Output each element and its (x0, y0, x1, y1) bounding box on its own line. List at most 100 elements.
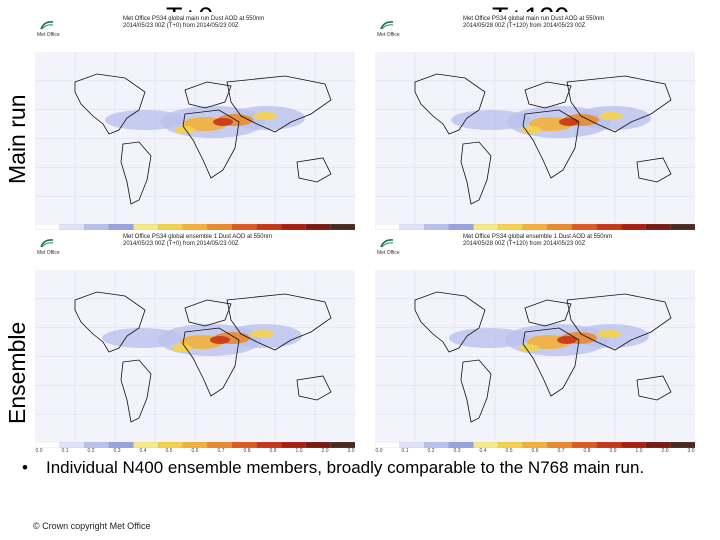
colorbar-swatch (670, 442, 695, 448)
copyright-footer: © Crown copyright Met Office (33, 521, 151, 531)
colorbar-tick-label: 0.7 (217, 448, 225, 454)
met-office-logo: Met Office (37, 20, 60, 44)
dust-aod-map (375, 52, 695, 225)
colorbar-tick-label: 0.1 (61, 448, 69, 454)
dust-aod-map (375, 270, 695, 443)
map-panel-main-t0: Met Office Met Office PS34 global main r… (35, 12, 355, 236)
colorbar-tick-label: 0.0 (375, 448, 383, 454)
coastline (522, 327, 580, 397)
coastline (524, 299, 572, 327)
dust-plume-high (597, 330, 621, 338)
coastline (226, 75, 332, 133)
panel-caption: Met Office PS34 global ensemble 1 Dust A… (463, 234, 693, 248)
dust-plume-low (105, 110, 185, 130)
coastline (566, 293, 672, 351)
colorbar-tick-label: 2.0 (321, 448, 329, 454)
coastline (636, 375, 672, 401)
coastline (522, 109, 580, 179)
colorbar (35, 442, 355, 448)
colorbar-tick-label: 0.5 (505, 448, 513, 454)
dust-aod-map (35, 270, 355, 443)
colorbar-tick-label: 0.6 (531, 448, 539, 454)
row-label-ensemble: Ensemble (4, 321, 30, 424)
met-office-logo-icon (380, 21, 394, 30)
panel-header: Met Office Met Office PS34 global main r… (375, 12, 695, 52)
colorbar-tick-label: 2.0 (661, 448, 669, 454)
colorbar-tick-label: 1.0 (295, 448, 303, 454)
panel-caption: Met Office PS34 global main run Dust AOD… (463, 16, 693, 30)
caption-line2: 2014/05/28 00Z (T+120) from 2014/05/23 0… (463, 23, 586, 29)
colorbar-tick-label: 3.0 (687, 448, 695, 454)
colorbar-tick-label: 0.9 (269, 448, 277, 454)
colorbar-tick-label: 0.5 (165, 448, 173, 454)
coastline (524, 81, 572, 109)
dust-plume-high (250, 330, 274, 338)
met-office-logo: Met Office (377, 238, 400, 262)
dust-plume-high (521, 126, 541, 134)
coastline (296, 157, 332, 183)
colorbar-ticks: 0.0 0.1 0.2 0.3 0.4 0.5 0.6 0.7 0.8 0.9 1.0 2.0 3.0 (35, 448, 355, 454)
coastline (182, 109, 240, 179)
coastline (120, 359, 152, 423)
map-panel-main-t120: Met Office Met Office PS34 global main r… (375, 12, 695, 236)
dust-plume-low (102, 328, 182, 348)
panel-header: Met Office Met Office PS34 global ensemb… (375, 230, 695, 270)
dust-plume-low (451, 110, 531, 130)
met-office-logo-icon (380, 239, 394, 248)
colorbar-tick-label: 0.7 (557, 448, 565, 454)
colorbar-swatch (330, 224, 355, 230)
map-panel-ensemble-t120: Met Office Met Office PS34 global ensemb… (375, 230, 695, 454)
colorbar-tick-label: 0.8 (243, 448, 251, 454)
colorbar-tick-label: 3.0 (347, 448, 355, 454)
coastline (566, 75, 672, 133)
coastline (296, 375, 332, 401)
bullet-symbol: • (22, 458, 28, 477)
dust-plume-high (210, 336, 230, 344)
colorbar-tick-label: 0.4 (139, 448, 147, 454)
coastline (636, 157, 672, 183)
colorbar-tick-label: 0.2 (87, 448, 95, 454)
bullet-text: Individual N400 ensemble members, broadl… (46, 458, 645, 477)
colorbar-tick-label: 0.0 (35, 448, 43, 454)
dust-plume-high (253, 112, 277, 120)
dust-aod-map (35, 52, 355, 225)
coastline (414, 291, 486, 353)
met-office-logo-icon (40, 21, 54, 30)
colorbar-ticks: 0.0 0.1 0.2 0.3 0.4 0.5 0.6 0.7 0.8 0.9 1.0 2.0 3.0 (375, 448, 695, 454)
colorbar-tick-label: 0.1 (401, 448, 409, 454)
colorbar (35, 224, 355, 230)
dust-plume-high (172, 344, 192, 352)
colorbar-tick-label: 0.2 (427, 448, 435, 454)
colorbar (375, 442, 695, 448)
colorbar-tick-label: 0.6 (191, 448, 199, 454)
colorbar (375, 224, 695, 230)
coastline (226, 293, 332, 351)
row-label-main-run: Main run (4, 94, 30, 184)
colorbar-tick-label: 0.3 (113, 448, 121, 454)
logo-text: Met Office (37, 250, 60, 256)
logo-text: Met Office (377, 32, 400, 38)
met-office-logo-icon (40, 239, 54, 248)
colorbar-tick-label: 1.0 (635, 448, 643, 454)
coastline (74, 291, 146, 353)
dust-plume-high (599, 112, 623, 120)
colorbar-swatch (330, 442, 355, 448)
colorbar-tick-label: 0.8 (583, 448, 591, 454)
panel-header: Met Office Met Office PS34 global ensemb… (35, 230, 355, 270)
coastline (182, 327, 240, 397)
coastline (460, 141, 492, 205)
coastline (184, 81, 232, 109)
coastline (74, 73, 146, 135)
caption-line1: Met Office PS34 global main run Dust AOD… (123, 16, 265, 22)
caption-line1: Met Office PS34 global ensemble 1 Dust A… (463, 234, 612, 240)
caption-line2: 2014/05/23 00Z (T+0) from 2014/05/23 00Z (123, 23, 239, 29)
coastline (460, 359, 492, 423)
colorbar-tick-label: 0.4 (479, 448, 487, 454)
caption-line1: Met Office PS34 global main run Dust AOD… (463, 16, 605, 22)
caption-line1: Met Office PS34 global ensemble 1 Dust A… (123, 234, 272, 240)
map-panel-ensemble-t0: Met Office Met Office PS34 global ensemb… (35, 230, 355, 454)
panel-caption: Met Office PS34 global main run Dust AOD… (123, 16, 353, 30)
caption-line2: 2014/05/28 00Z (T+120) from 2014/05/23 0… (463, 241, 586, 247)
coastline (120, 141, 152, 205)
coastline (414, 73, 486, 135)
